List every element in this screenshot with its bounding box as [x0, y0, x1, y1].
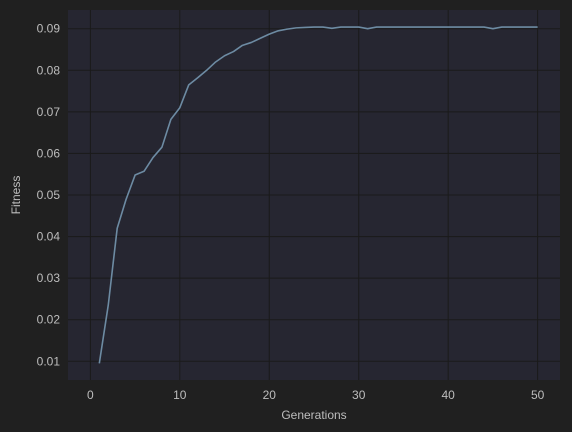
- y-axis-label: Fitness: [9, 176, 23, 215]
- x-tick-labels: 0 10 20 30 40 50: [87, 388, 545, 402]
- x-tick-label: 50: [531, 388, 545, 402]
- y-tick-labels: 0.01 0.02 0.03 0.04 0.05 0.06 0.07 0.08 0.09: [37, 22, 61, 369]
- y-tick-label: 0.06: [37, 146, 61, 160]
- x-tick-label: 40: [442, 388, 456, 402]
- y-tick-label: 0.07: [37, 105, 61, 119]
- y-tick-label: 0.09: [37, 22, 61, 36]
- y-tick-label: 0.05: [37, 188, 61, 202]
- x-tick-label: 0: [87, 388, 94, 402]
- y-tick-label: 0.08: [37, 63, 61, 77]
- x-axis-label: Generations: [281, 408, 346, 422]
- y-tick-label: 0.01: [37, 354, 61, 368]
- y-tick-label: 0.04: [37, 230, 61, 244]
- x-tick-label: 10: [173, 388, 187, 402]
- x-tick-label: 30: [352, 388, 366, 402]
- y-tick-label: 0.02: [37, 313, 61, 327]
- x-tick-label: 20: [263, 388, 277, 402]
- y-tick-label: 0.03: [37, 271, 61, 285]
